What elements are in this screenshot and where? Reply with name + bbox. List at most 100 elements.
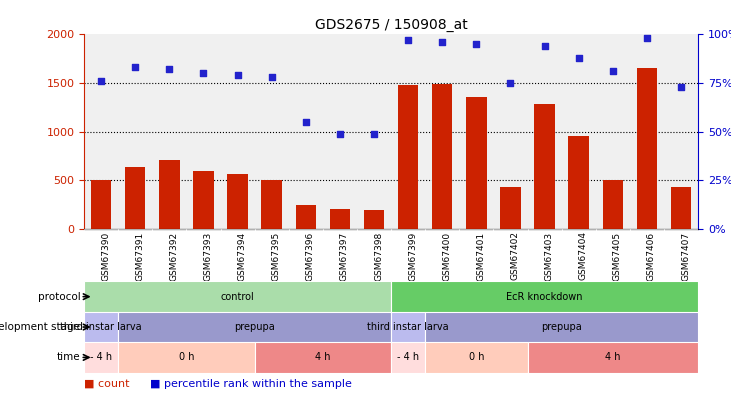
- Bar: [391, 229, 425, 281]
- Text: GSM67404: GSM67404: [579, 231, 588, 280]
- Text: GSM67398: GSM67398: [374, 231, 383, 281]
- Text: - 4 h: - 4 h: [397, 352, 419, 362]
- Bar: [425, 229, 459, 281]
- Point: [300, 119, 311, 125]
- Bar: [262, 180, 282, 229]
- Text: 4 h: 4 h: [315, 352, 330, 362]
- Point: [402, 37, 414, 43]
- Text: GSM67392: GSM67392: [170, 231, 178, 281]
- Text: control: control: [221, 292, 254, 302]
- Bar: [534, 104, 555, 229]
- Bar: [528, 229, 561, 281]
- Bar: [425, 342, 528, 373]
- Title: GDS2675 / 150908_at: GDS2675 / 150908_at: [315, 18, 467, 32]
- Bar: [84, 229, 118, 281]
- Point: [197, 70, 209, 77]
- Bar: [637, 68, 657, 229]
- Bar: [569, 136, 589, 229]
- Text: GSM67405: GSM67405: [613, 231, 622, 281]
- Bar: [227, 175, 248, 229]
- Bar: [193, 171, 213, 229]
- Text: GSM67393: GSM67393: [203, 231, 213, 281]
- Bar: [295, 205, 316, 229]
- Bar: [84, 281, 391, 312]
- Point: [129, 64, 141, 71]
- Point: [675, 84, 687, 90]
- Point: [368, 130, 380, 137]
- Bar: [459, 229, 493, 281]
- Point: [266, 74, 278, 81]
- Bar: [391, 312, 425, 342]
- Bar: [391, 281, 698, 312]
- Bar: [254, 342, 391, 373]
- Bar: [364, 210, 385, 229]
- Text: EcR knockdown: EcR knockdown: [507, 292, 583, 302]
- Bar: [323, 229, 357, 281]
- Point: [539, 43, 550, 49]
- Bar: [125, 166, 145, 229]
- Bar: [493, 229, 528, 281]
- Bar: [664, 229, 698, 281]
- Bar: [254, 229, 289, 281]
- Bar: [602, 180, 623, 229]
- Bar: [671, 187, 692, 229]
- Point: [573, 55, 585, 61]
- Bar: [118, 342, 254, 373]
- Bar: [596, 229, 630, 281]
- Point: [641, 35, 653, 42]
- Text: ■ percentile rank within the sample: ■ percentile rank within the sample: [150, 379, 352, 389]
- Point: [164, 66, 175, 72]
- Bar: [152, 229, 186, 281]
- Bar: [528, 342, 698, 373]
- Bar: [391, 342, 425, 373]
- Point: [232, 72, 243, 79]
- Point: [95, 78, 107, 84]
- Bar: [398, 85, 418, 229]
- Text: 4 h: 4 h: [605, 352, 621, 362]
- Bar: [84, 312, 118, 342]
- Point: [504, 80, 516, 86]
- Bar: [425, 312, 698, 342]
- Text: third instar larva: third instar larva: [368, 322, 449, 332]
- Text: protocol: protocol: [38, 292, 80, 302]
- Text: GSM67399: GSM67399: [408, 231, 417, 281]
- Text: GSM67390: GSM67390: [101, 231, 110, 281]
- Bar: [561, 229, 596, 281]
- Point: [436, 39, 448, 45]
- Bar: [221, 229, 254, 281]
- Text: GSM67394: GSM67394: [238, 231, 246, 281]
- Bar: [159, 160, 180, 229]
- Bar: [118, 312, 391, 342]
- Text: prepupa: prepupa: [541, 322, 582, 332]
- Bar: [500, 187, 520, 229]
- Bar: [357, 229, 391, 281]
- Text: 0 h: 0 h: [469, 352, 484, 362]
- Text: GSM67395: GSM67395: [272, 231, 281, 281]
- Text: development stage: development stage: [0, 322, 80, 332]
- Bar: [330, 209, 350, 229]
- Text: GSM67406: GSM67406: [647, 231, 656, 281]
- Bar: [91, 180, 111, 229]
- Text: GSM67402: GSM67402: [510, 231, 520, 280]
- Text: time: time: [57, 352, 80, 362]
- Text: GSM67391: GSM67391: [135, 231, 144, 281]
- Text: prepupa: prepupa: [234, 322, 275, 332]
- Bar: [289, 229, 323, 281]
- Text: GSM67407: GSM67407: [681, 231, 690, 281]
- Bar: [630, 229, 664, 281]
- Bar: [432, 84, 452, 229]
- Text: GSM67397: GSM67397: [340, 231, 349, 281]
- Point: [471, 41, 482, 47]
- Text: 0 h: 0 h: [178, 352, 194, 362]
- Text: GSM67396: GSM67396: [306, 231, 315, 281]
- Text: - 4 h: - 4 h: [90, 352, 112, 362]
- Text: GSM67403: GSM67403: [545, 231, 553, 281]
- Bar: [118, 229, 152, 281]
- Bar: [84, 342, 118, 373]
- Bar: [186, 229, 221, 281]
- Text: GSM67401: GSM67401: [477, 231, 485, 281]
- Text: ■ count: ■ count: [84, 379, 129, 389]
- Point: [607, 68, 618, 75]
- Point: [334, 130, 346, 137]
- Bar: [466, 97, 487, 229]
